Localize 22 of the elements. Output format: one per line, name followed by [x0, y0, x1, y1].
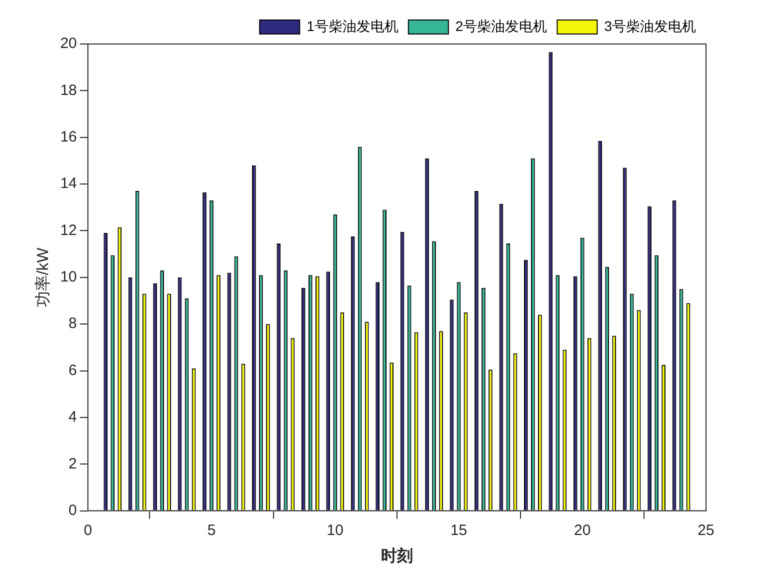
legend-label: 3号柴油发电机	[604, 18, 696, 34]
x-tick-label: 5	[207, 522, 216, 539]
y-tick-label: 2	[68, 455, 77, 472]
x-axis-title: 时刻	[380, 546, 413, 565]
y-tick-label: 8	[68, 315, 77, 332]
x-tick-label: 0	[84, 522, 92, 539]
y-tick-label: 4	[68, 408, 77, 426]
y-tick-label: 20	[60, 35, 77, 52]
y-tick-label: 10	[60, 268, 77, 286]
x-tick-label: 20	[574, 522, 591, 539]
legend-label: 2号柴油发电机	[455, 18, 548, 34]
legend-label: 1号柴油发电机	[306, 18, 398, 34]
x-tick-label: 25	[698, 522, 714, 539]
x-tick-label: 15	[450, 522, 468, 539]
y-tick-label: 16	[60, 128, 77, 146]
y-tick-label: 18	[60, 82, 77, 99]
y-tick-label: 12	[60, 222, 77, 239]
y-tick-label: 14	[60, 175, 77, 192]
y-axis-title: 功率/kW	[34, 246, 52, 308]
y-tick-label: 0	[68, 502, 77, 519]
y-tick-label: 6	[68, 362, 77, 379]
x-tick-label: 10	[326, 522, 344, 539]
